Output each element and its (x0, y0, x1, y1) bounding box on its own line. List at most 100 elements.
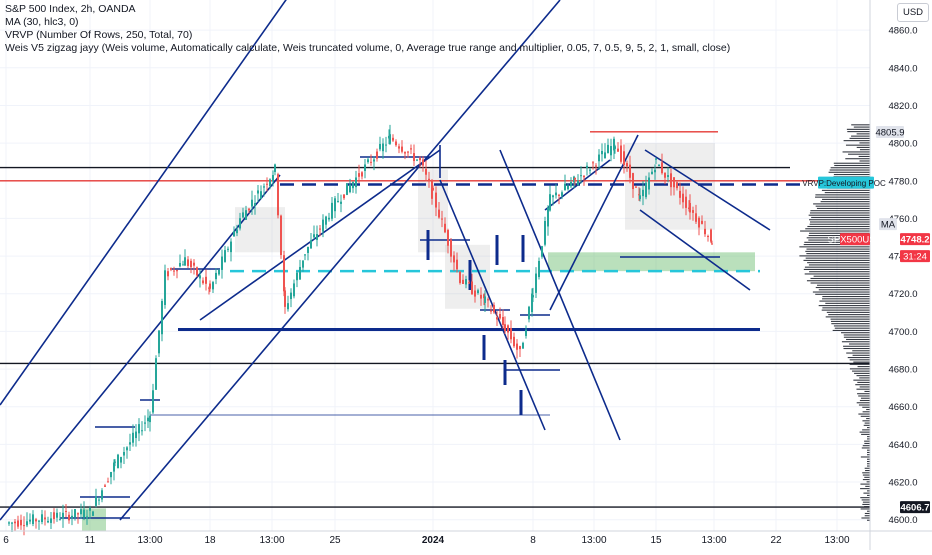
volume-profile-bar (867, 463, 870, 465)
candle-body (141, 430, 143, 432)
candle-body (422, 159, 424, 166)
candle-body (242, 212, 244, 218)
volume-profile-bar (862, 472, 870, 474)
candle-body (382, 143, 384, 152)
y-tick-label: 4780.0 (888, 176, 917, 187)
volume-profile-bar (833, 173, 870, 176)
indicator-vrvp[interactable]: VRVP (Number Of Rows, 250, Total, 70) (5, 29, 193, 41)
candle-body (626, 163, 628, 167)
candle-body (685, 196, 687, 208)
volume-profile-bar (834, 327, 870, 329)
volume-profile-bar (856, 133, 870, 135)
candle-body (349, 184, 351, 193)
candle-body (230, 241, 232, 253)
candle-body (444, 223, 446, 233)
candle-body (113, 462, 115, 472)
candle-body (167, 271, 169, 277)
volume-profile-bar (862, 474, 870, 476)
volume-profile-bar (864, 512, 870, 515)
volume-profile-bar (828, 314, 870, 316)
x-tick-label: 18 (204, 535, 216, 546)
x-tick-label: 2024 (422, 535, 445, 546)
volume-profile-bar (853, 126, 870, 128)
candle-body (218, 269, 220, 275)
currency-button[interactable]: USD (897, 3, 929, 22)
price-label: VRVP:Developing POC (802, 179, 886, 188)
volume-profile-bar (862, 501, 870, 503)
volume-profile-bar (818, 289, 870, 291)
symbol-title[interactable]: S&P 500 Index, 2h, OANDA (5, 3, 136, 15)
volume-profile-bar (859, 399, 870, 402)
price-label-bg (840, 233, 870, 246)
volume-profile-bar (813, 275, 870, 277)
candle-body (601, 150, 603, 155)
volume-profile-bar (810, 282, 870, 284)
indicator-weis[interactable]: Weis V5 zigzag jayy (Weis volume, Automa… (5, 42, 731, 54)
candle-body (101, 490, 103, 500)
volume-profile-bar (862, 411, 870, 413)
indicator-ma[interactable]: MA (30, hlc3, 0) (5, 16, 79, 28)
candle-body (123, 452, 125, 456)
candle-body (552, 195, 554, 198)
candle-body (635, 186, 637, 188)
candle-body (544, 220, 546, 245)
candle-body (577, 180, 579, 185)
x-tick-label: 13:00 (581, 535, 606, 546)
volume-profile-bar (806, 280, 870, 282)
volume-profile-bar (867, 438, 870, 440)
volume-profile-bar (822, 198, 870, 200)
volume-profile-bar (803, 259, 870, 261)
volume-profile-bar (853, 361, 870, 363)
candle-body (648, 177, 650, 190)
candle-body (304, 254, 306, 256)
y-tick-label: 4760.0 (888, 214, 917, 225)
candle-body (456, 259, 458, 270)
volume-profile-bar (833, 162, 870, 164)
candle-body (239, 218, 241, 229)
candle-body (507, 325, 509, 333)
volume-profile-bar (803, 244, 870, 246)
volume-profile-bar (864, 467, 870, 469)
volume-profile-bar (859, 142, 870, 144)
candle-body (367, 159, 369, 163)
candle-body (370, 161, 372, 163)
candle-body (682, 193, 684, 203)
candle-body (462, 279, 464, 284)
candle-body (98, 499, 100, 501)
candle-body (120, 457, 122, 463)
demand-zone-small (82, 508, 106, 531)
volume-profile-bar (806, 237, 870, 239)
candle-body (364, 164, 366, 171)
candle-body (373, 159, 375, 162)
candle-body (664, 172, 666, 178)
price-label-bg (900, 501, 930, 514)
volume-profile-bar (860, 415, 870, 417)
candle-body (389, 134, 391, 144)
candle-body (257, 190, 259, 194)
candle-body (484, 296, 486, 303)
candle-body (307, 246, 309, 253)
volume-profile-bar (803, 268, 870, 270)
volume-profile-bar (860, 397, 870, 399)
volume-profile-bar (804, 266, 870, 268)
volume-profile-bar (867, 490, 870, 492)
candle-body (117, 454, 119, 468)
volume-profile-bar (858, 395, 870, 397)
volume-profile-bar (867, 494, 870, 496)
candle-body (707, 236, 709, 238)
candle-body (71, 515, 73, 519)
volume-profile-bar (805, 250, 870, 252)
trend-line (119, 0, 561, 521)
volume-profile-bar (804, 273, 870, 275)
candle-body (610, 145, 612, 156)
candle-body (632, 173, 634, 190)
candle-body (155, 358, 157, 390)
volume-profile-bar (841, 341, 870, 343)
volume-profile-bar (866, 481, 870, 483)
x-tick-label: 8 (530, 535, 536, 546)
volume-profile-bar (810, 210, 870, 212)
price-label: 4805.9 (875, 127, 904, 138)
